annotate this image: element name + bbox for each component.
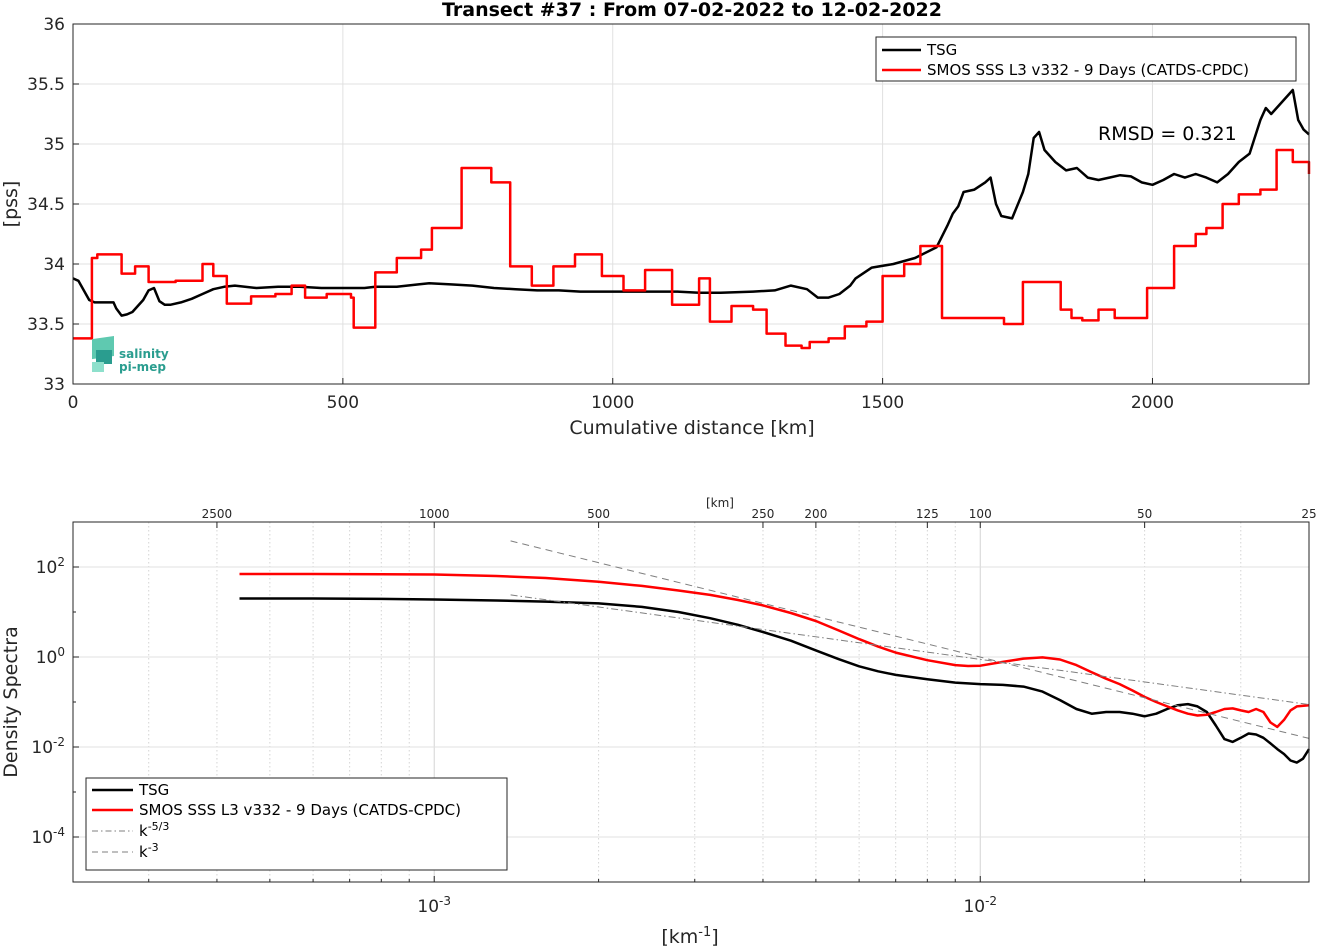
- legend: TSG SMOS SSS L3 v332 - 9 Days (CATDS-CPD…: [875, 36, 1297, 82]
- legend-label-tsg: TSG: [138, 781, 169, 799]
- legend-label-k53: k-5/3: [139, 820, 169, 841]
- legend: TSG SMOS SSS L3 v332 - 9 Days (CATDS-CPD…: [85, 777, 508, 871]
- series-line-k-5-3: [510, 594, 1310, 705]
- series-line-k-3: [510, 540, 1310, 739]
- chart-title: Transect #37 : From 07-02-2022 to 12-02-…: [442, 0, 942, 21]
- y-tick-label: 10-2: [31, 735, 65, 758]
- logo-line-1: salinity: [119, 347, 169, 361]
- x-tick-label: 10-2: [963, 894, 997, 917]
- axis-ticks: 10-3 10-2 102 100 10-2 10-4 2500 1000 500 250 200 1…: [31, 507, 1316, 917]
- top-tick-label: 25: [1301, 507, 1316, 521]
- salinity-transect-chart: Transect #37 : From 07-02-2022 to 12-02-…: [0, 0, 1311, 439]
- series-line-tsg: [72, 88, 1310, 317]
- top-tick-label: 200: [804, 507, 827, 521]
- x-axis-label: [km-1]: [661, 925, 718, 948]
- y-axis-label: [pss]: [0, 181, 22, 228]
- series-lines: [72, 88, 1311, 350]
- legend-label-tsg: TSG: [926, 41, 957, 59]
- salinity-logo: salinity pi-mep: [92, 335, 169, 374]
- series-line-smos: [73, 148, 1311, 350]
- series-line-smos: [239, 572, 1310, 729]
- y-tick-label: 33: [43, 375, 65, 395]
- legend-box: [85, 777, 508, 871]
- grid: [72, 23, 1309, 385]
- top-tick-label: 50: [1137, 507, 1152, 521]
- x-tick-label: 10-3: [417, 894, 451, 917]
- x-tick-label: 1000: [591, 393, 634, 413]
- top-tick-label: 100: [969, 507, 992, 521]
- legend-label-smos: SMOS SSS L3 v332 - 9 Days (CATDS-CPDC): [139, 801, 461, 819]
- axis-ticks: 0 500 1000 1500 2000 33 33.5 34 34.5 35 35.5 36: [27, 15, 1174, 413]
- y-tick-label: 100: [36, 645, 65, 668]
- y-axis-label: Density Spectra: [0, 626, 22, 777]
- y-tick-label: 33.5: [27, 315, 65, 335]
- y-tick-label: 35: [43, 135, 65, 155]
- y-tick-label: 36: [43, 15, 65, 35]
- x-tick-label: 1500: [861, 393, 904, 413]
- legend-label-k3: k-3: [139, 841, 159, 862]
- logo-line-2: pi-mep: [119, 360, 166, 374]
- legend-label-smos: SMOS SSS L3 v332 - 9 Days (CATDS-CPDC): [927, 61, 1249, 79]
- series-line-tsg: [239, 597, 1311, 764]
- top-tick-label: 250: [752, 507, 775, 521]
- y-tick-label: 102: [36, 555, 65, 578]
- series-lines: [239, 540, 1311, 764]
- top-axis-label: [km]: [706, 496, 734, 510]
- rmsd-annotation: RMSD = 0.321: [1098, 123, 1237, 145]
- top-tick-label: 500: [587, 507, 610, 521]
- y-tick-label: 10-4: [31, 825, 65, 848]
- y-tick-label: 34: [43, 255, 65, 275]
- y-tick-label: 34.5: [27, 195, 65, 215]
- top-tick-label: 1000: [419, 507, 450, 521]
- top-tick-label: 2500: [202, 507, 233, 521]
- logo-mark-icon: [92, 335, 114, 372]
- y-tick-label: 35.5: [27, 75, 65, 95]
- x-tick-label: 500: [327, 393, 359, 413]
- x-tick-label: 2000: [1131, 393, 1174, 413]
- density-spectra-chart: 10-3 10-2 102 100 10-2 10-4 2500 1000 500 250 200 1…: [0, 496, 1317, 948]
- top-tick-label: 125: [916, 507, 939, 521]
- legend-box: [875, 36, 1297, 82]
- x-axis-label: Cumulative distance [km]: [569, 417, 814, 439]
- x-tick-label: 0: [68, 393, 79, 413]
